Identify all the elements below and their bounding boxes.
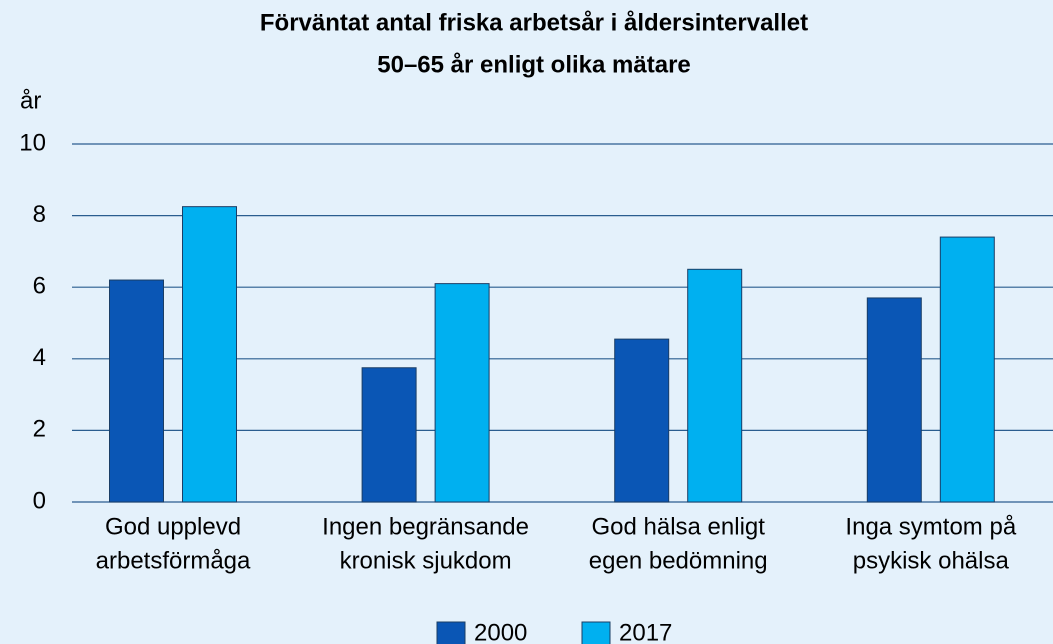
bar	[361, 367, 417, 503]
bar	[939, 236, 995, 503]
y-tick-label: 8	[33, 201, 46, 228]
legend-swatch	[436, 621, 466, 644]
legend-swatch	[581, 621, 611, 644]
bar	[434, 283, 490, 503]
chart-title: 50–65 år enligt olika mätare	[377, 51, 691, 78]
bar	[182, 206, 237, 503]
y-tick-label: 0	[33, 487, 46, 514]
bar	[614, 338, 670, 503]
x-tick-label: arbetsförmåga	[96, 547, 251, 574]
y-tick-label: 6	[33, 273, 46, 300]
bar	[687, 268, 743, 503]
y-tick-label: 10	[19, 129, 46, 156]
y-tick-label: 4	[33, 344, 46, 371]
legend-label: 2000	[474, 619, 527, 644]
bar	[109, 279, 164, 503]
y-axis-label: år	[20, 87, 41, 114]
bar	[866, 297, 922, 503]
x-tick-label: kronisk sjukdom	[340, 547, 512, 574]
x-tick-label: Ingen begränsande	[322, 513, 529, 540]
chart-title: Förväntat antal friska arbetsår i ålders…	[260, 9, 808, 36]
x-tick-label: God upplevd	[105, 513, 241, 540]
legend-label: 2017	[619, 619, 672, 644]
x-tick-label: God hälsa enligt	[591, 513, 765, 540]
x-tick-label: psykisk ohälsa	[853, 547, 1010, 574]
y-tick-label: 2	[33, 416, 46, 443]
x-tick-label: egen bedömning	[589, 547, 768, 574]
x-tick-label: Inga symtom på	[845, 513, 1016, 540]
